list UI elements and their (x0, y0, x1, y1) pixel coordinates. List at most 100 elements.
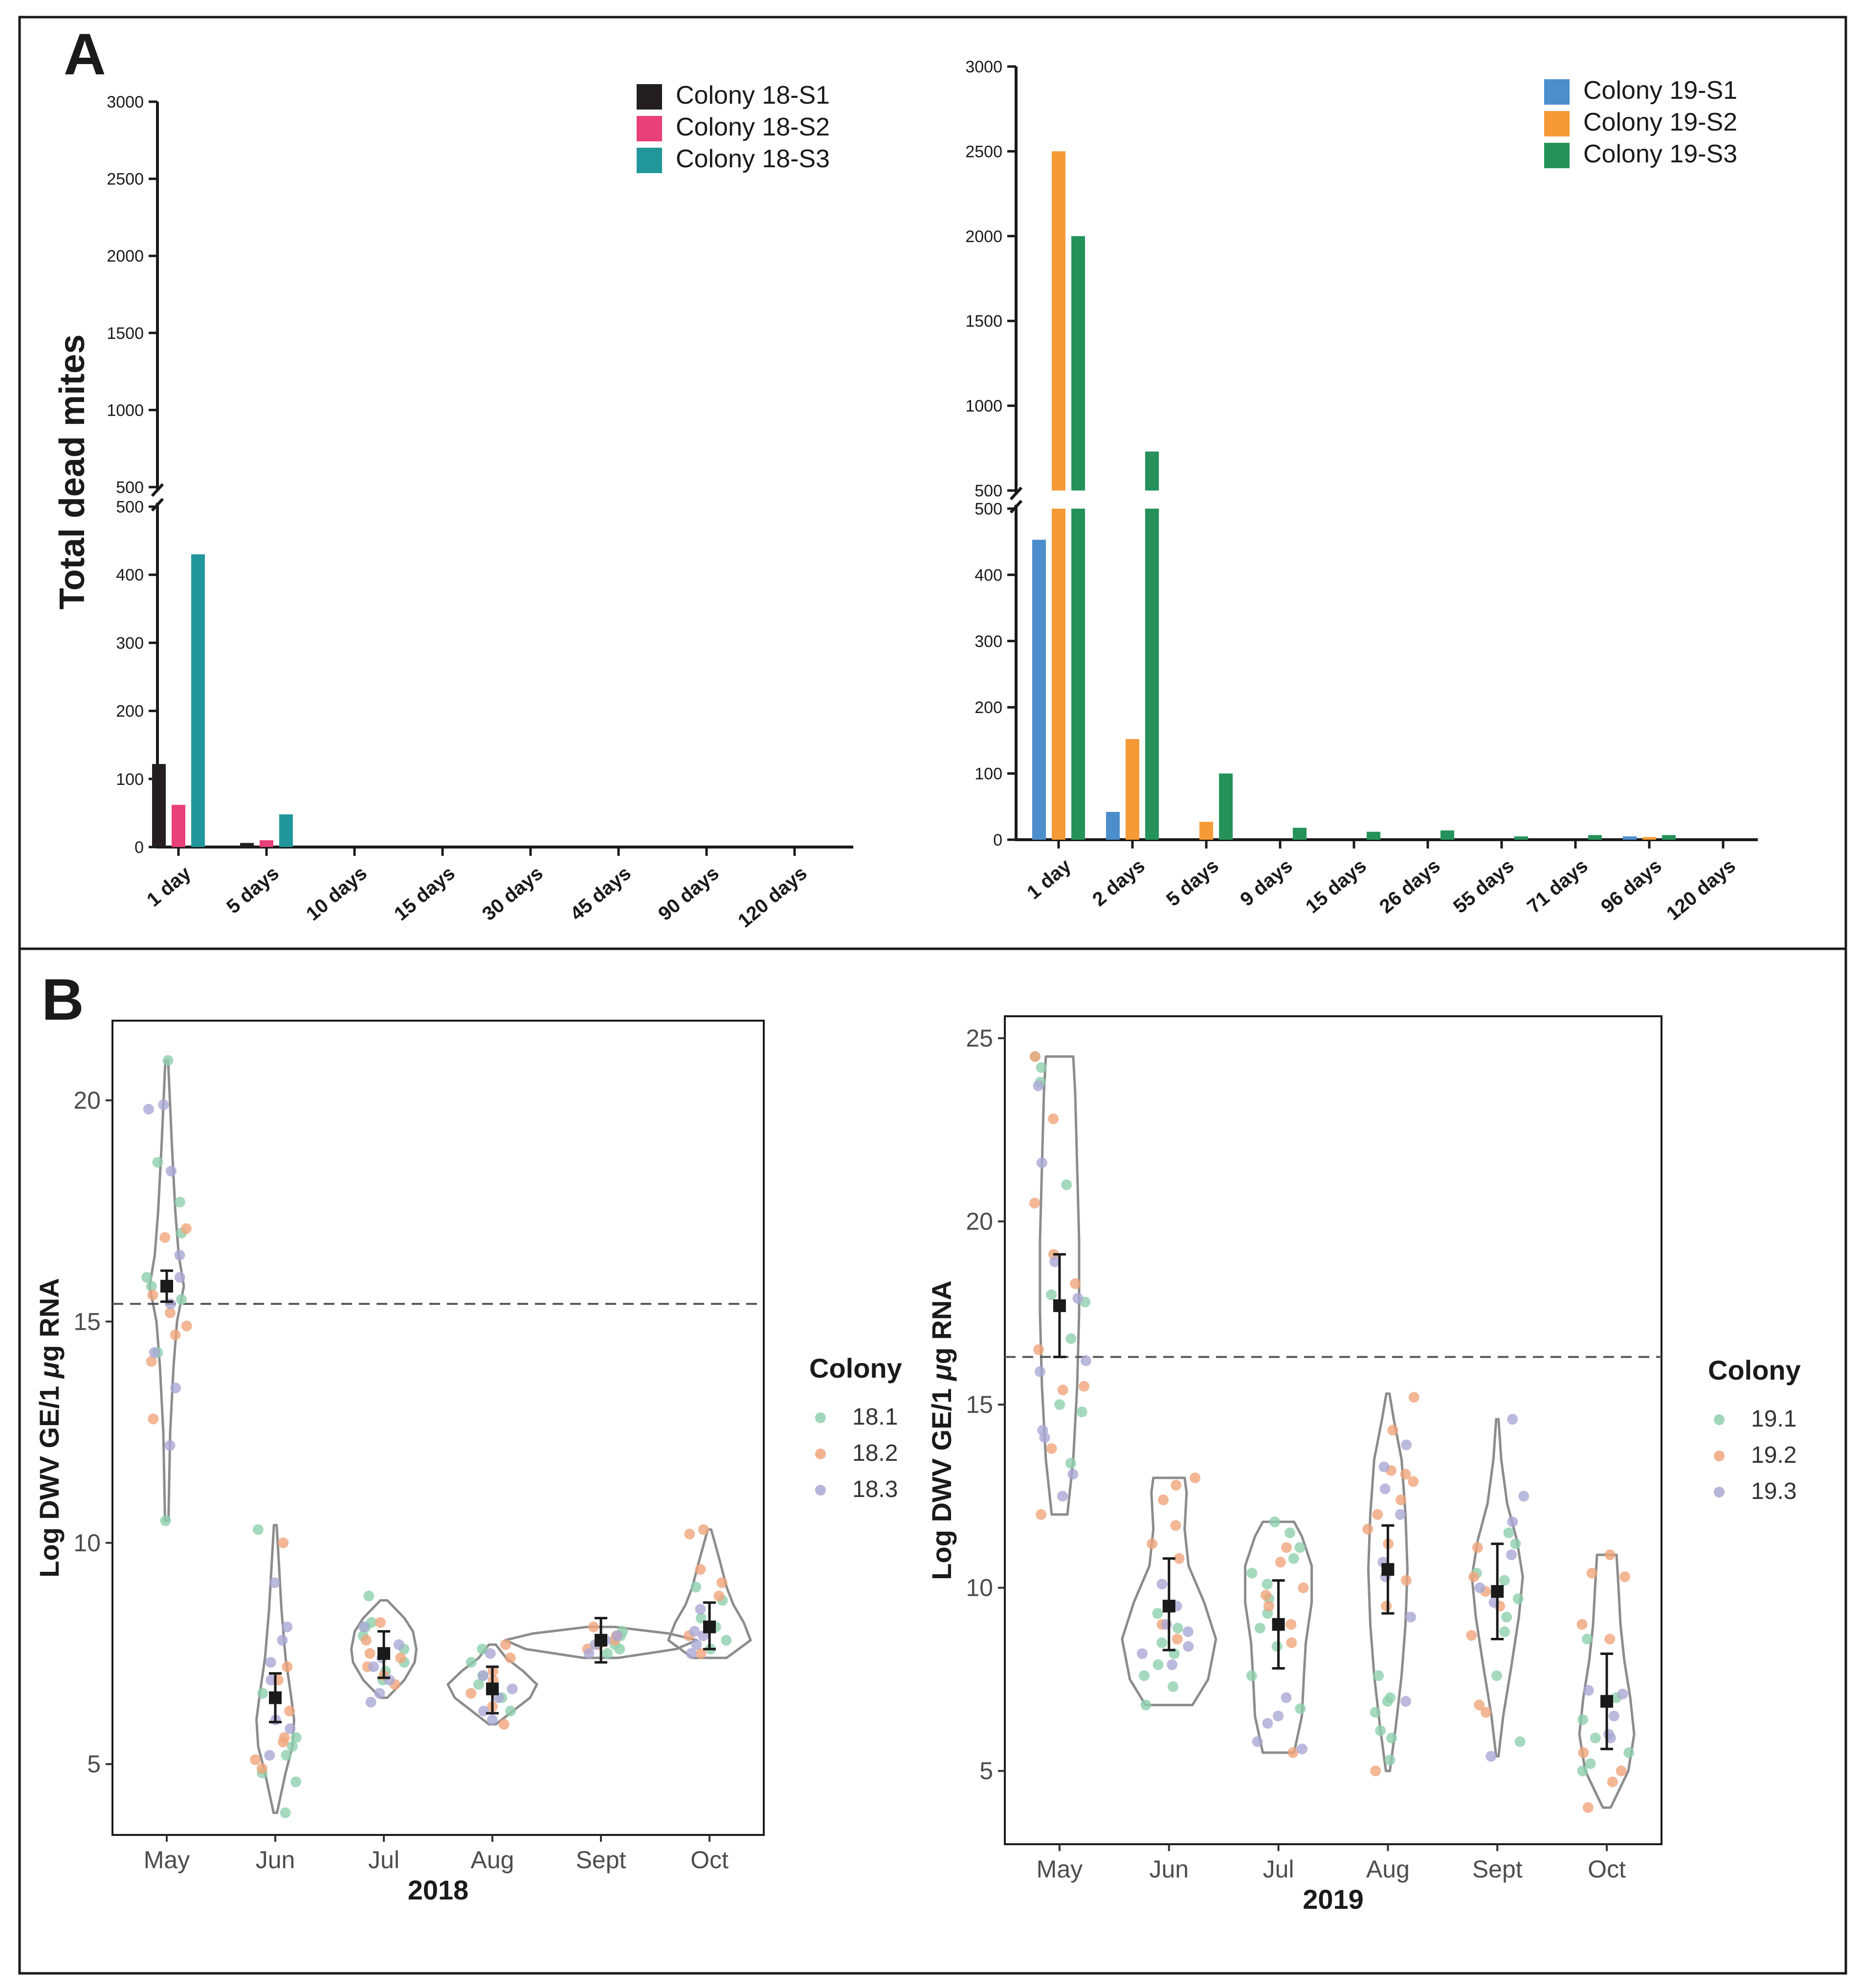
data-point (505, 1705, 516, 1717)
data-point (498, 1719, 510, 1730)
data-point (1472, 1542, 1483, 1553)
x-tick-label: 120 days (734, 862, 811, 932)
panel-label-a: A (64, 22, 106, 87)
data-point (1036, 1062, 1047, 1073)
data-point (698, 1524, 709, 1535)
data-point (1378, 1461, 1390, 1473)
data-point (1046, 1443, 1057, 1454)
data-point (1273, 1710, 1284, 1721)
x-tick-label: May (1037, 1855, 1083, 1883)
data-point (1036, 1157, 1047, 1168)
axis-break-mark (1009, 499, 1023, 514)
data-point (159, 1232, 171, 1243)
x-tick-label: Aug (471, 1846, 514, 1874)
data-point (1275, 1557, 1286, 1568)
bar (1588, 835, 1602, 840)
data-point (1518, 1491, 1529, 1502)
data-point (1294, 1542, 1306, 1553)
data-point (1408, 1476, 1419, 1487)
data-point (1466, 1630, 1477, 1641)
data-point (1072, 1293, 1084, 1304)
data-point (1080, 1355, 1091, 1366)
legend-swatch (1544, 143, 1570, 168)
data-point (1582, 1802, 1594, 1813)
data-point (1381, 1601, 1392, 1612)
y-tick-label: 500 (116, 498, 144, 516)
bar (191, 554, 205, 847)
data-point (1254, 1623, 1265, 1634)
data-point (1576, 1619, 1588, 1630)
data-point (1036, 1509, 1047, 1520)
x-tick-label: 2 days (1088, 855, 1149, 911)
data-point (1246, 1567, 1258, 1579)
data-point (1252, 1736, 1263, 1747)
y-tick-label: 300 (116, 634, 144, 652)
figure-frame (18, 16, 1847, 1975)
plot-border (111, 1020, 765, 1836)
data-point (1049, 1256, 1061, 1267)
y-tick-label: 20 (966, 1208, 993, 1235)
legend-swatch (637, 116, 662, 141)
x-tick-label: May (144, 1846, 190, 1874)
legend-label: 18.2 (852, 1440, 898, 1466)
legend-label: Colony 19-S1 (1583, 76, 1737, 105)
legend-label: Colony 18-S2 (676, 113, 830, 141)
bar (1052, 151, 1065, 491)
data-point (1400, 1696, 1411, 1707)
bar (172, 804, 185, 847)
mean-marker (1600, 1695, 1614, 1708)
bar (1219, 773, 1233, 840)
mean-marker (1272, 1618, 1285, 1631)
data-point (1061, 1179, 1072, 1190)
data-point (170, 1329, 181, 1340)
data-point (364, 1648, 376, 1659)
data-point (257, 1688, 268, 1699)
data-point (1287, 1747, 1299, 1758)
data-point (1152, 1659, 1164, 1670)
y-axis-title-part: Log DWV GE/1 (34, 1378, 65, 1578)
data-point (1499, 1575, 1510, 1586)
data-point (374, 1688, 385, 1699)
bar (1052, 509, 1065, 840)
y-tick-label: 100 (975, 765, 1002, 783)
bar (1642, 837, 1656, 840)
y-tick-label: 25 (966, 1025, 993, 1052)
legend-label: 19.1 (1751, 1406, 1796, 1432)
y-tick-label: 1000 (965, 397, 1002, 416)
data-point (1396, 1494, 1407, 1505)
data-point (721, 1634, 732, 1646)
mean-marker (160, 1279, 173, 1293)
data-point (1156, 1637, 1168, 1648)
data-point (278, 1736, 289, 1747)
data-point (1285, 1619, 1297, 1630)
data-point (1076, 1407, 1087, 1418)
y-axis-title-part: Log DWV GE/1 (926, 1381, 957, 1580)
data-point (588, 1621, 599, 1632)
x-tick-label: Aug (1366, 1855, 1410, 1883)
legend-swatch (1544, 79, 1570, 105)
bar (1662, 835, 1676, 840)
legend-label: Colony 18-S3 (676, 145, 830, 173)
data-point (174, 1272, 185, 1283)
data-point (393, 1639, 404, 1650)
panel-label-b: B (42, 967, 84, 1032)
x-tick-label: 5 days (222, 862, 283, 918)
data-point (1578, 1747, 1589, 1758)
data-point (689, 1626, 700, 1637)
data-point (162, 1055, 174, 1066)
mean-marker (703, 1620, 716, 1633)
data-point (1512, 1593, 1524, 1605)
data-point (1616, 1765, 1627, 1777)
data-point (1167, 1659, 1178, 1670)
data-point (602, 1648, 613, 1659)
data-point (1039, 1432, 1050, 1443)
x-tick-label: Jul (1263, 1855, 1294, 1883)
data-point (1167, 1681, 1178, 1692)
data-point (1152, 1608, 1163, 1619)
data-point (691, 1639, 702, 1650)
data-point (1136, 1648, 1148, 1659)
legend-label: Colony 18-S1 (676, 81, 830, 110)
legend-title: Colony (1708, 1355, 1801, 1385)
